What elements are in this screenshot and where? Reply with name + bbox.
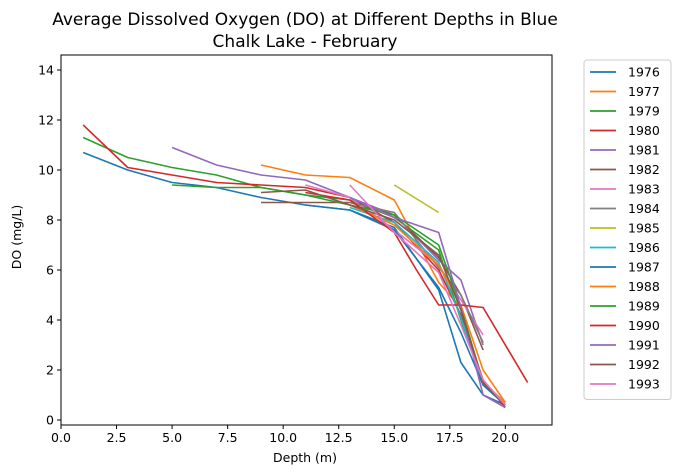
plot-lines (82, 124, 529, 409)
x-tick-label: 12.5 (325, 430, 353, 445)
legend-label: 1977 (628, 84, 660, 99)
legend-label: 1986 (628, 240, 660, 255)
y-tick-label: 2 (46, 363, 54, 378)
legend: 1976 1977 1979 1980 1981 1982 1983 1984 1985 1986… (583, 59, 672, 400)
y-axis-label: DO (mg/L) (9, 205, 24, 269)
legend-label: 1984 (628, 201, 660, 216)
x-tick-label: 7.5 (218, 430, 238, 445)
y-tick-label: 8 (46, 213, 54, 228)
legend-label: 1988 (628, 279, 660, 294)
y-tick-label: 4 (46, 313, 54, 328)
series-line-1985 (393, 184, 440, 214)
x-tick-label: 0.0 (51, 430, 71, 445)
series-line-1984 (349, 201, 484, 343)
legend-label: 1989 (628, 299, 660, 314)
x-tick-label: 5.0 (162, 430, 182, 445)
legend-label: 1976 (628, 65, 660, 80)
series-line-1980 (82, 124, 506, 409)
legend-label: 1992 (628, 357, 660, 372)
x-tick-label: 20.0 (491, 430, 519, 445)
legend-label: 1983 (628, 182, 660, 197)
x-axis-label: Depth (m) (273, 450, 337, 465)
x-tick-label: 17.5 (436, 430, 464, 445)
chart-title-line-1: Average Dissolved Oxygen (DO) at Differe… (52, 10, 558, 30)
y-tick-label: 6 (46, 263, 54, 278)
y-tick-label: 12 (38, 113, 54, 128)
legend-label: 1991 (628, 338, 660, 353)
legend-label: 1990 (628, 318, 660, 333)
legend-label: 1982 (628, 162, 660, 177)
series-line-1987 (305, 204, 506, 406)
y-tick-label: 0 (46, 413, 54, 428)
legend-box (583, 59, 672, 400)
chart-title-line-2: Chalk Lake - February (213, 32, 398, 52)
y-axis: 0 2 4 6 8 10 12 14 (38, 63, 61, 428)
legend-label: 1987 (628, 260, 660, 275)
legend-label: 1981 (628, 143, 660, 158)
legend-label: 1980 (628, 123, 660, 138)
x-tick-label: 10.0 (269, 430, 297, 445)
x-axis: 0.0 2.5 5.0 7.5 10.0 12.5 15.0 17.5 20.0 (51, 425, 519, 445)
legend-label: 1993 (628, 377, 660, 392)
series-line-1977 (260, 164, 506, 404)
legend-label: 1979 (628, 104, 660, 119)
plot-frame (60, 54, 553, 426)
series-line-1981 (171, 146, 484, 346)
series-line-1988 (349, 204, 506, 403)
y-tick-label: 14 (38, 63, 54, 78)
series-line-1991 (349, 196, 506, 409)
series-line-1993 (349, 184, 506, 406)
y-tick-label: 10 (38, 163, 54, 178)
series-line-1990 (305, 191, 529, 383)
x-tick-label: 2.5 (107, 430, 127, 445)
legend-label: 1985 (628, 221, 660, 236)
x-tick-label: 15.0 (380, 430, 408, 445)
